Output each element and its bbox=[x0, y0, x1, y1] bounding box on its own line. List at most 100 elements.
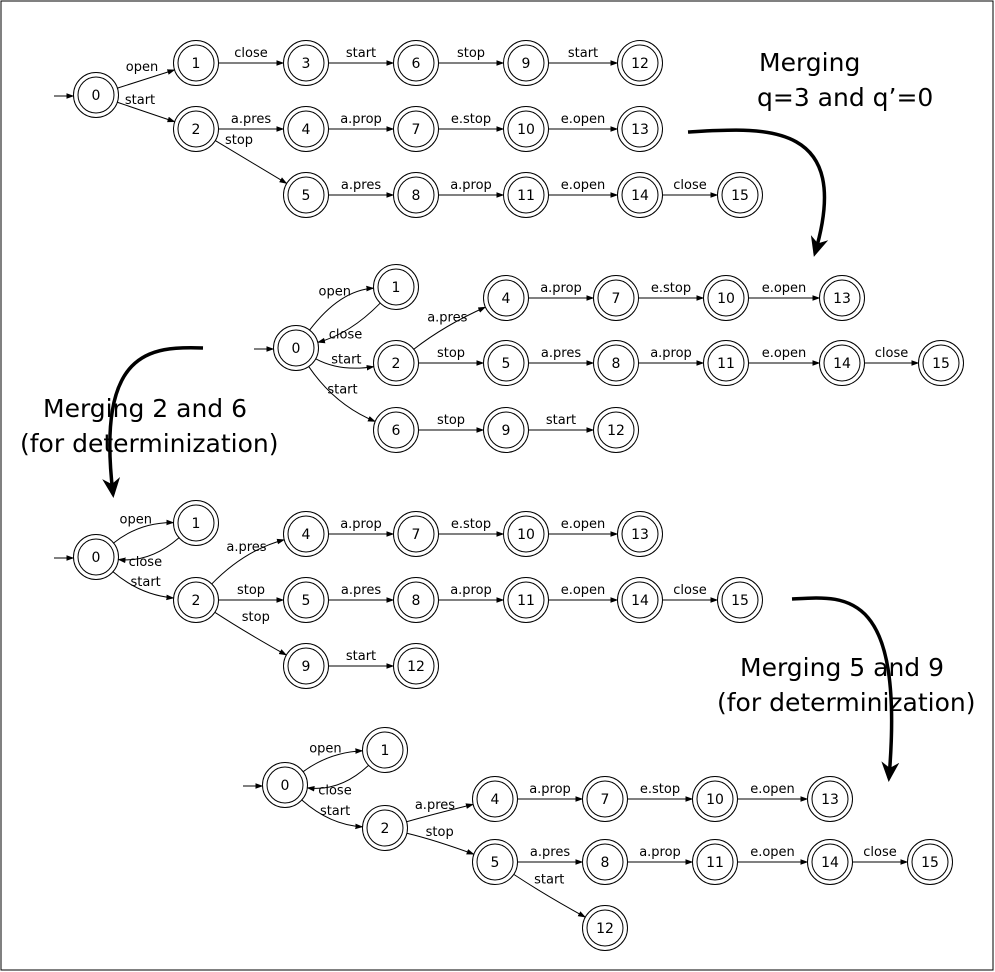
state-label: 14 bbox=[821, 855, 839, 871]
state-label: 2 bbox=[192, 122, 201, 138]
edge-0-2: start bbox=[117, 93, 176, 123]
state-inner-ring bbox=[707, 344, 745, 382]
edge-label: start bbox=[320, 804, 350, 819]
state-inner-ring bbox=[586, 909, 624, 947]
state-label: 8 bbox=[412, 188, 421, 204]
edge-label: stop bbox=[225, 133, 253, 148]
state-inner-ring bbox=[621, 44, 659, 82]
state-label: 1 bbox=[192, 56, 201, 72]
state-inner-ring bbox=[507, 581, 545, 619]
edge-label: close bbox=[329, 327, 362, 342]
state-label: 11 bbox=[517, 188, 535, 204]
state-5: 5 bbox=[472, 839, 518, 885]
state-inner-ring bbox=[397, 647, 435, 685]
edge-10-13: e.open bbox=[548, 517, 619, 537]
state-7: 7 bbox=[582, 776, 628, 822]
state-label: 1 bbox=[392, 280, 401, 296]
edge-line bbox=[211, 538, 286, 585]
state-8: 8 bbox=[582, 839, 628, 885]
edge-5-12: start bbox=[513, 872, 586, 918]
state-label: 13 bbox=[631, 122, 649, 138]
edge-3-6: start bbox=[328, 46, 395, 66]
edge-label: e.stop bbox=[451, 517, 491, 532]
state-4: 4 bbox=[472, 776, 518, 822]
state-label: 7 bbox=[412, 122, 421, 138]
state-inner-ring bbox=[266, 766, 304, 804]
edge-line bbox=[315, 358, 375, 371]
state-inner-ring bbox=[397, 515, 435, 553]
state-inner-ring bbox=[487, 411, 525, 449]
edge-label: a.prop bbox=[650, 346, 692, 361]
edge-5-8: a.pres bbox=[517, 845, 584, 865]
state-inner-ring bbox=[377, 411, 415, 449]
state-label: 10 bbox=[517, 527, 535, 543]
state-label: 12 bbox=[607, 423, 625, 439]
edge-label: e.stop bbox=[640, 782, 680, 797]
state-7: 7 bbox=[393, 511, 439, 557]
state-label: 6 bbox=[392, 423, 401, 439]
state-inner-ring bbox=[823, 279, 861, 317]
edge-14-15: close bbox=[864, 346, 920, 366]
edge-9-12: start bbox=[528, 413, 595, 433]
edge-11-14: e.open bbox=[737, 845, 809, 865]
state-0: 0 bbox=[73, 72, 119, 118]
state-inner-ring bbox=[77, 76, 115, 114]
edge-6-9: stop bbox=[418, 413, 485, 433]
edge-2-5: stop bbox=[218, 583, 285, 603]
state-label: 9 bbox=[302, 659, 311, 675]
edge-label: stop bbox=[437, 346, 465, 361]
state-inner-ring bbox=[366, 731, 404, 769]
state-label: 0 bbox=[281, 778, 290, 794]
state-inner-ring bbox=[177, 44, 215, 82]
state-inner-ring bbox=[287, 176, 325, 214]
state-label: 5 bbox=[491, 855, 500, 871]
state-label: 15 bbox=[731, 593, 749, 609]
state-5: 5 bbox=[283, 172, 329, 218]
edge-line bbox=[308, 366, 376, 422]
edge-2-4: a.pres bbox=[218, 112, 285, 132]
edge-8-11: a.prop bbox=[438, 583, 505, 603]
state-inner-ring bbox=[177, 110, 215, 148]
edge-2-4: a.pres bbox=[413, 306, 487, 350]
edge-2-5: stop bbox=[215, 133, 288, 184]
state-8: 8 bbox=[593, 340, 639, 386]
state-label: 8 bbox=[601, 855, 610, 871]
state-inner-ring bbox=[397, 44, 435, 82]
state-inner-ring bbox=[177, 504, 215, 542]
state-label: 5 bbox=[302, 593, 311, 609]
state-inner-ring bbox=[911, 843, 949, 881]
edge-label: start bbox=[568, 46, 598, 61]
edge-0-2: start bbox=[301, 799, 364, 830]
state-6: 6 bbox=[393, 40, 439, 86]
state-10: 10 bbox=[503, 511, 549, 557]
state-5: 5 bbox=[483, 340, 529, 386]
edge-label: close bbox=[318, 783, 351, 798]
state-11: 11 bbox=[692, 839, 738, 885]
edge-label: start bbox=[346, 46, 376, 61]
state-inner-ring bbox=[721, 581, 759, 619]
state-label: 12 bbox=[631, 56, 649, 72]
edge-4-7: a.prop bbox=[328, 112, 395, 132]
edge-label: close bbox=[234, 46, 267, 61]
edge-2-9: stop bbox=[214, 610, 288, 656]
edge-14-15: close bbox=[852, 845, 909, 865]
state-inner-ring bbox=[621, 176, 659, 214]
state-inner-ring bbox=[721, 176, 759, 214]
state-label: 9 bbox=[502, 423, 511, 439]
state-inner-ring bbox=[811, 780, 849, 818]
state-8: 8 bbox=[393, 577, 439, 623]
state-15: 15 bbox=[717, 172, 763, 218]
state-inner-ring bbox=[177, 581, 215, 619]
automaton-4: open close start a.pres a.prop e.stop e.open st… bbox=[243, 727, 953, 951]
state-inner-ring bbox=[707, 279, 745, 317]
edge-label: open bbox=[309, 742, 341, 757]
edge-line bbox=[215, 140, 288, 184]
state-inner-ring bbox=[507, 176, 545, 214]
state-label: 11 bbox=[717, 356, 735, 372]
state-label: 4 bbox=[491, 792, 500, 808]
edge-label: stop bbox=[437, 413, 465, 428]
state-0: 0 bbox=[262, 762, 308, 808]
edge-line bbox=[302, 748, 364, 773]
edge-label: a.prop bbox=[540, 281, 582, 296]
